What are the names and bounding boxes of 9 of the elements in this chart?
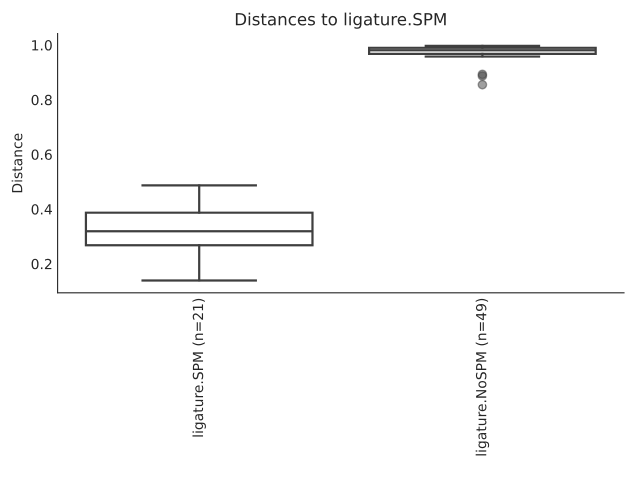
x-tick-label: ligature.SPM (n=21): [192, 298, 206, 437]
chart-title: Distances to ligature.SPM: [236, 12, 446, 29]
x-tick-label: ligature.NoSPM (n=49): [476, 298, 490, 456]
y-tick-label: 0.6: [32, 149, 52, 160]
y-tick-label: 0.4: [32, 204, 52, 215]
y-tick-label: 1.0: [32, 40, 52, 51]
y-axis-title: Distance: [12, 134, 22, 192]
y-tick-label: 0.2: [32, 258, 52, 270]
y-tick-label: 0.8: [32, 94, 52, 106]
